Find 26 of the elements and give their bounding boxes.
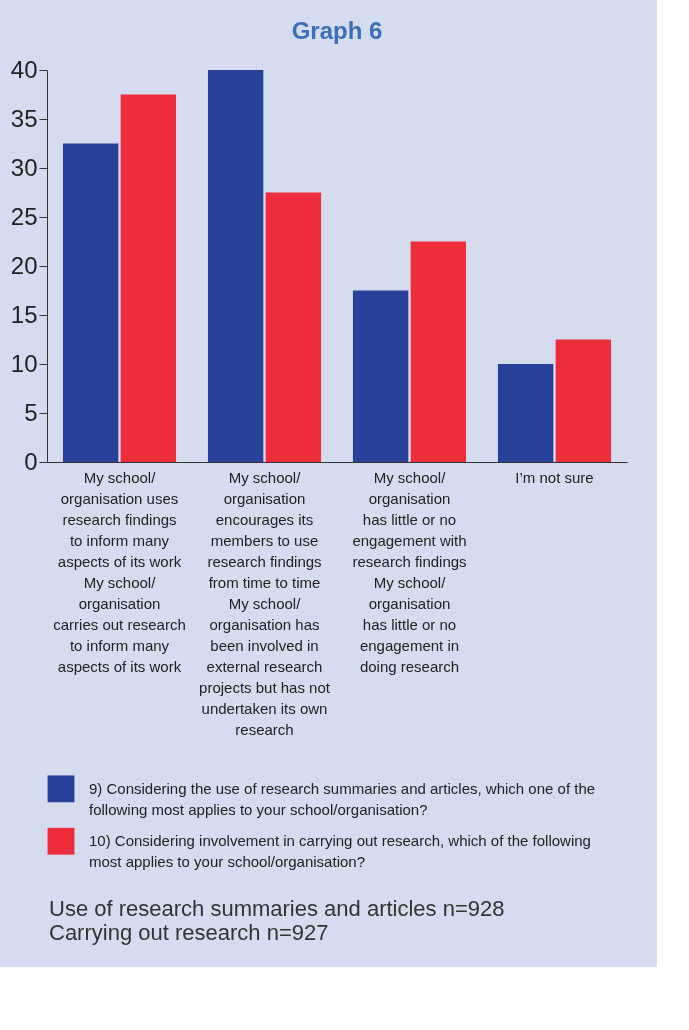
category-label: My school/ organisation has little or no engagement with research findings My school/ organisation has little or no engagement in doing research xyxy=(352,468,467,675)
category-label: My school/ organisation uses research findings to inform many aspects of its work My school/ organisation carries out research to inform many aspects of its work xyxy=(53,468,186,675)
bar xyxy=(352,290,409,462)
bar xyxy=(555,339,612,462)
x-tick-label: I’m not sure xyxy=(515,468,594,486)
y-tick-label: 35 xyxy=(10,104,38,132)
bar xyxy=(62,143,119,462)
bar xyxy=(207,70,264,462)
y-tick-label: 10 xyxy=(10,349,38,377)
y-tick-label: 20 xyxy=(10,251,38,279)
text: Carrying out research n=927 xyxy=(49,919,329,945)
chart-title: Graph 6 xyxy=(291,17,383,44)
text: Use of research summaries and articles n=928 xyxy=(49,895,505,921)
legend-label: 10) Considering involvement in carrying out research, which of the following most applies to your school/organisation? xyxy=(89,832,591,871)
y-tick-label: 5 xyxy=(24,398,38,426)
bar xyxy=(265,192,322,462)
y-tick-label: 30 xyxy=(10,153,38,181)
bar xyxy=(410,241,467,462)
y-tick-label: 15 xyxy=(10,300,38,328)
y-tick-label: 25 xyxy=(10,202,38,230)
legend-label: 9) Considering the use of research summaries and articles, which one of the following most applies to your school/organisation? xyxy=(89,779,596,818)
y-tick-label: 40 xyxy=(10,55,38,83)
bar xyxy=(497,364,554,462)
y-tick-label: 0 xyxy=(24,447,38,475)
bar xyxy=(120,94,177,462)
category-label: My school/ organisation encourages its members to use research findings from time to time My school/ organisation has been involved in external research projects but has not undertaken its own research xyxy=(199,468,330,738)
